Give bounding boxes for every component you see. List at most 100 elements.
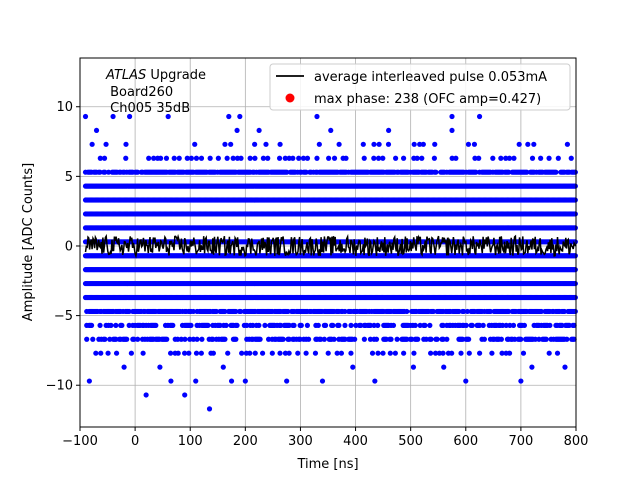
blue-data-point xyxy=(210,350,216,356)
blue-data-point xyxy=(572,253,578,259)
blue-data-point xyxy=(572,267,578,273)
blue-data-point xyxy=(498,336,504,342)
blue-data-point xyxy=(572,294,578,301)
y-tick-label: 10 xyxy=(56,100,73,115)
blue-data-point xyxy=(247,350,253,356)
blue-data-point xyxy=(269,350,275,356)
blue-data-point xyxy=(86,378,92,384)
blue-data-point xyxy=(453,155,459,161)
blue-data-point xyxy=(434,336,440,342)
blue-data-point xyxy=(512,336,518,342)
blue-data-point xyxy=(128,350,134,356)
blue-data-point xyxy=(188,322,194,328)
blue-data-point xyxy=(536,336,542,342)
annotation-upgrade: Upgrade xyxy=(146,68,206,83)
blue-data-point xyxy=(244,322,250,328)
y-tick-label: −5 xyxy=(54,309,73,324)
blue-data-point xyxy=(358,322,364,328)
blue-data-point xyxy=(228,378,235,384)
blue-data-point xyxy=(140,350,146,356)
blue-data-point xyxy=(277,350,283,356)
blue-data-point xyxy=(98,350,104,356)
blue-data-point xyxy=(199,336,205,342)
blue-data-point xyxy=(431,155,437,161)
blue-data-point xyxy=(193,350,200,356)
blue-data-point xyxy=(276,155,283,161)
blue-data-point xyxy=(182,336,188,342)
blue-data-point xyxy=(411,350,417,356)
blue-data-point xyxy=(553,169,559,175)
blue-data-point xyxy=(124,336,130,342)
blue-data-point xyxy=(367,336,374,342)
legend-label-average: average interleaved pulse 0.053mA xyxy=(314,70,547,85)
blue-data-point xyxy=(259,350,266,356)
blue-data-point xyxy=(428,350,434,356)
plot-area xyxy=(82,113,578,412)
blue-data-point xyxy=(476,322,483,328)
blue-data-point xyxy=(182,392,188,398)
blue-data-point xyxy=(414,155,420,161)
blue-data-point xyxy=(350,364,356,370)
blue-data-point xyxy=(89,141,95,147)
blue-data-point xyxy=(107,336,113,342)
blue-data-point xyxy=(225,350,231,356)
blue-data-point xyxy=(306,336,312,342)
blue-data-point xyxy=(372,378,378,384)
blue-data-point xyxy=(226,113,232,120)
blue-data-point xyxy=(321,336,327,342)
blue-data-point xyxy=(252,141,258,147)
blue-data-point xyxy=(223,322,229,328)
blue-data-point xyxy=(415,336,421,342)
blue-data-point xyxy=(503,322,509,328)
blue-data-point xyxy=(386,127,392,134)
blue-data-point xyxy=(312,350,319,356)
x-tick-label: 0 xyxy=(131,434,139,449)
blue-data-point xyxy=(427,322,433,328)
blue-data-point xyxy=(401,350,407,356)
blue-data-point xyxy=(469,322,475,328)
blue-data-point xyxy=(252,350,258,356)
y-tick-label: 0 xyxy=(65,239,73,254)
blue-data-point xyxy=(361,336,367,342)
blue-data-point xyxy=(342,308,348,315)
blue-data-point xyxy=(456,308,462,315)
blue-data-point xyxy=(546,350,552,356)
blue-data-point xyxy=(420,141,426,147)
blue-data-point xyxy=(538,155,544,161)
blue-data-point xyxy=(353,322,359,328)
blue-data-point xyxy=(250,322,256,328)
blue-data-point xyxy=(506,308,512,315)
blue-data-point xyxy=(210,336,216,342)
blue-data-point xyxy=(217,322,223,328)
y-axis-label: Amplitude [ADC Counts] xyxy=(21,163,36,321)
blue-data-point xyxy=(322,322,329,328)
blue-data-point xyxy=(238,308,244,315)
blue-data-point xyxy=(170,322,176,328)
blue-data-point xyxy=(233,336,239,342)
blue-data-point xyxy=(348,350,354,356)
blue-data-point xyxy=(440,350,446,356)
blue-data-point xyxy=(490,155,496,161)
blue-data-point xyxy=(371,141,377,147)
blue-data-point xyxy=(193,378,199,384)
blue-data-point xyxy=(108,322,114,328)
x-tick-label: 300 xyxy=(288,434,313,449)
blue-data-point xyxy=(233,308,239,315)
blue-data-point xyxy=(476,155,482,161)
blue-data-point xyxy=(336,322,342,328)
blue-data-point xyxy=(265,336,272,342)
blue-data-point xyxy=(342,336,348,342)
blue-data-point xyxy=(393,155,399,161)
blue-data-point xyxy=(193,155,200,161)
legend: average interleaved pulse 0.053mA max ph… xyxy=(269,63,571,111)
blue-data-point xyxy=(88,322,95,328)
blue-data-point xyxy=(572,169,578,175)
blue-data-point xyxy=(167,350,174,356)
blue-data-point xyxy=(198,350,204,356)
blue-data-point xyxy=(198,155,205,161)
blue-data-point xyxy=(367,322,374,328)
blue-data-point xyxy=(546,155,552,161)
blue-data-point xyxy=(572,280,578,287)
blue-data-point xyxy=(380,350,386,356)
